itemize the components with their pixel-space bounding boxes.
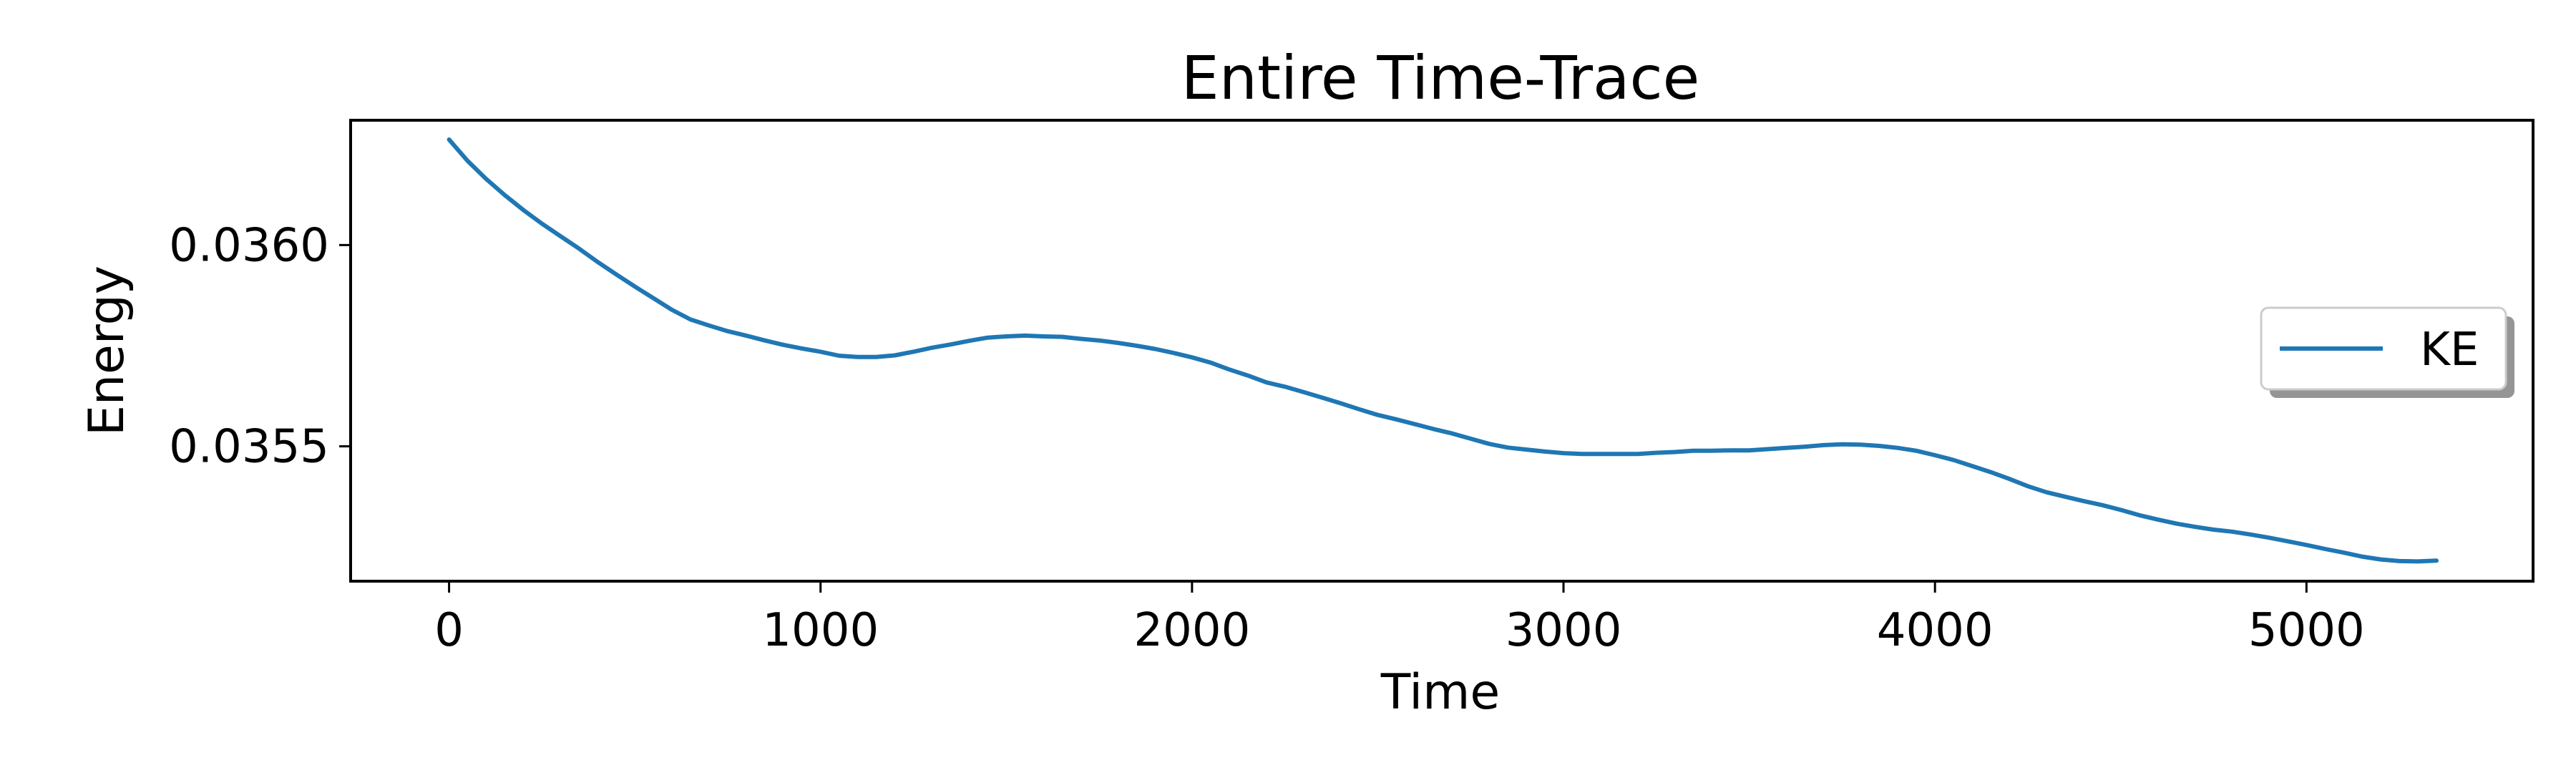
plot-area	[447, 137, 2439, 564]
series-line-ke	[447, 137, 2439, 564]
y-axis-label: Energy	[79, 266, 135, 436]
x-axis: 0 1000 2000 3000 4000 5000	[434, 581, 2365, 657]
y-axis: 0.0355 0.0360	[169, 219, 351, 474]
x-tick-label: 5000	[2248, 604, 2365, 657]
legend-entry-ke: KE	[2420, 324, 2479, 376]
legend-box	[2260, 306, 2507, 391]
x-tick-label: 2000	[1133, 604, 1250, 657]
x-tick-label: 3000	[1506, 604, 1622, 657]
y-tick-label: 0.0360	[169, 219, 329, 272]
x-tick-label: 0	[434, 604, 464, 657]
chart-title: Entire Time-Trace	[1181, 43, 1700, 113]
legend: KE	[2260, 306, 2514, 398]
axes-frame	[349, 119, 2534, 583]
x-axis-label: Time	[1380, 664, 1500, 721]
x-tick-label: 4000	[1877, 604, 1994, 657]
x-tick-label: 1000	[762, 604, 879, 657]
y-tick-label: 0.0355	[169, 421, 329, 474]
